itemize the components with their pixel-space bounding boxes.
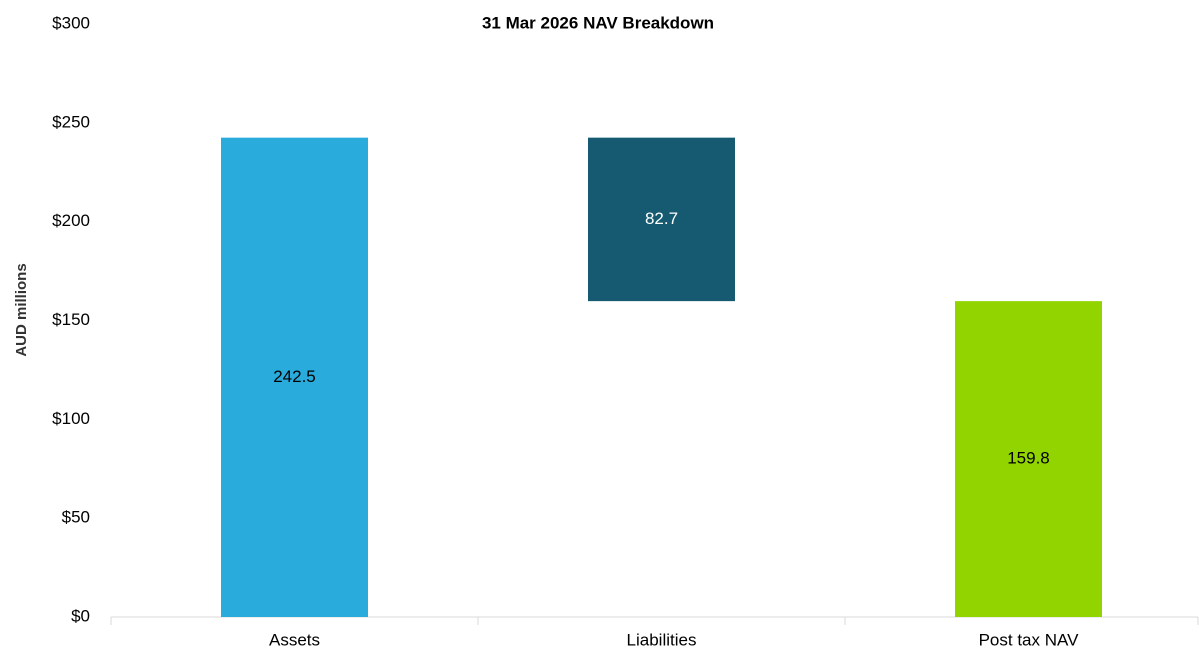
y-tick-label: $300 [52, 13, 90, 32]
value-label: 159.8 [1007, 449, 1050, 468]
bar [221, 137, 368, 618]
x-tick-label: Assets [269, 630, 320, 649]
y-tick-label: $0 [71, 606, 90, 625]
y-axis-title: AUD millions [13, 263, 30, 356]
y-tick-label: $250 [52, 112, 90, 131]
y-tick-label: $100 [52, 409, 90, 428]
y-tick-label: $150 [52, 310, 90, 329]
y-tick-label: $200 [52, 211, 90, 230]
chart-title: 31 Mar 2026 NAV Breakdown [482, 13, 714, 32]
y-tick-label: $50 [62, 508, 90, 527]
value-label: 242.5 [273, 367, 316, 386]
bar [955, 301, 1102, 617]
value-label: 82.7 [645, 209, 678, 228]
x-tick-label: Liabilities [627, 630, 697, 649]
x-tick-label: Post tax NAV [979, 630, 1079, 649]
bar [588, 137, 735, 302]
